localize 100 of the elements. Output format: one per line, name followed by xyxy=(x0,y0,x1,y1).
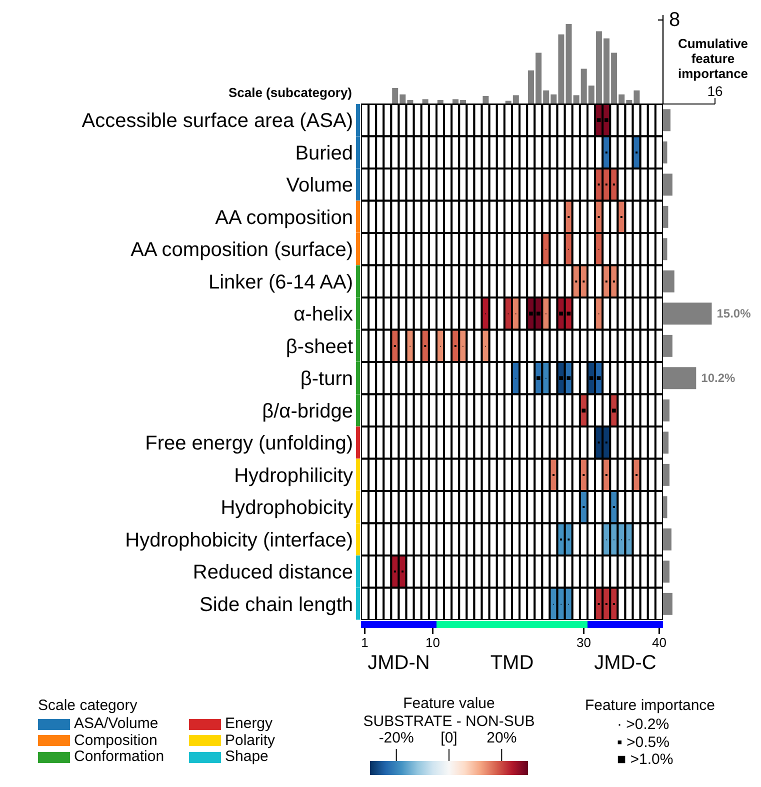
color-bar-label: 20% xyxy=(486,730,517,746)
y-tick-label: Buried xyxy=(295,142,353,164)
data-label: ▪ xyxy=(597,212,600,222)
data-label: ▪ xyxy=(604,180,608,190)
data-label: ■ xyxy=(596,374,602,383)
y-tick-label: α-helix xyxy=(294,304,353,326)
data-label: · xyxy=(552,599,555,608)
y-tick-label: AA composition xyxy=(215,206,353,229)
data-label: · xyxy=(567,599,570,608)
x-tick-label: 30 xyxy=(576,635,591,650)
y-tick-label: Free energy (unfolding) xyxy=(145,432,353,455)
data-label: · xyxy=(484,309,487,318)
data-label: ▪ xyxy=(597,599,600,608)
data-label: ▪ xyxy=(612,599,616,608)
legend-label: Conformation xyxy=(74,748,164,765)
data-label: 10.2% xyxy=(701,371,736,386)
data-label: 15.0% xyxy=(716,306,752,321)
data-label: ▪ xyxy=(604,438,608,448)
data-label: ▪ xyxy=(612,180,616,190)
data-label: · xyxy=(597,309,600,318)
data-label: ▪ xyxy=(424,341,427,350)
legend-label: Polarity xyxy=(225,732,276,748)
legend-label: ASA/Volume xyxy=(74,715,158,732)
data-label: · xyxy=(514,309,518,318)
data-label: · xyxy=(438,341,442,350)
data-label: ▪ xyxy=(574,276,578,286)
bar xyxy=(422,99,428,104)
y-tick-label: β/α-bridge xyxy=(262,400,353,422)
data-label: · xyxy=(462,341,464,350)
data-label: · xyxy=(612,534,616,544)
text: SUBSTRATE - NON-SUB xyxy=(363,712,535,730)
data-label: · xyxy=(567,244,570,254)
data-label: ▪ xyxy=(582,470,586,480)
legend-title: Scale category xyxy=(38,697,138,714)
data-label: ■ xyxy=(558,309,564,318)
x-tick-label: 10 xyxy=(425,635,440,650)
data-label: ▪ xyxy=(394,341,397,350)
y-tick-label: Linker (6-14 AA) xyxy=(208,271,353,294)
data-label: ▪ xyxy=(604,470,608,480)
data-label: ▪ xyxy=(604,276,608,286)
data-label: ▪ xyxy=(597,180,600,190)
text: JMD-C xyxy=(594,652,656,674)
y-tick-label: Hydrophilicity xyxy=(234,464,353,487)
data-label: · xyxy=(605,534,608,544)
data-label: · xyxy=(544,374,548,383)
data-label: ▪ xyxy=(597,438,600,448)
data-label: ■ xyxy=(612,406,617,415)
text: 8 xyxy=(669,9,680,31)
color-bar-label: -20% xyxy=(378,730,414,746)
data-label: ▪ xyxy=(401,567,404,576)
data-label: ■ xyxy=(604,116,609,125)
text: ▪ >0.5% xyxy=(617,734,670,750)
data-label: · xyxy=(620,534,623,544)
x-axis-title: Cumulative feature importance xyxy=(676,36,750,81)
data-label: ▪ xyxy=(612,276,616,286)
data-label: ▪ xyxy=(582,276,586,286)
data-label: ■ xyxy=(596,116,602,125)
x-tick-label: 1 xyxy=(361,635,368,650)
legend-label: Energy xyxy=(225,715,273,732)
data-label: ■ xyxy=(558,374,564,383)
data-label: ■ xyxy=(528,309,534,318)
text: Feature importance xyxy=(584,697,716,715)
y-axis-title: Scale (subcategory) xyxy=(228,84,352,100)
bar xyxy=(482,96,489,104)
data-label: ▪ xyxy=(604,599,608,608)
data-label: ▪ xyxy=(567,212,570,222)
data-label: ▪ xyxy=(635,148,638,157)
legend-label: Composition xyxy=(74,732,158,748)
data-label: · xyxy=(408,341,412,350)
data-label: ■ xyxy=(566,374,572,383)
y-tick-label: AA composition (surface) xyxy=(130,239,353,262)
data-label: ▪ xyxy=(620,212,624,222)
text: TMD xyxy=(490,652,534,674)
color-bar-label: [0] xyxy=(440,730,458,746)
data-label: · xyxy=(544,244,548,254)
data-label: ▪ xyxy=(454,341,457,350)
data-label: ■ xyxy=(588,374,594,383)
data-label: · xyxy=(506,309,510,318)
data-label: ▪ xyxy=(560,534,563,544)
y-tick-label: Accessible surface area (ASA) xyxy=(82,110,353,132)
data-label: ■ xyxy=(536,309,542,318)
x-tick-label: 40 xyxy=(652,635,666,650)
data-label: ▪ xyxy=(394,567,397,576)
data-label: · xyxy=(628,534,630,544)
data-label: · xyxy=(544,309,548,318)
color-bar-title: Feature value xyxy=(403,694,495,712)
data-label: ■ xyxy=(536,374,542,383)
y-tick-label: Side chain length xyxy=(200,594,353,616)
data-label: · xyxy=(484,341,487,350)
y-tick-label: Hydrophobicity (interface) xyxy=(125,529,353,552)
text: JMD-N xyxy=(368,652,430,674)
text: · >0.2% xyxy=(617,716,670,733)
y-tick-label: β-sheet xyxy=(286,336,354,358)
data-label: ▪ xyxy=(635,470,638,480)
data-label: ▪ xyxy=(582,502,586,512)
data-label: ▪ xyxy=(567,534,570,544)
data-label: ▪ xyxy=(612,502,616,512)
data-label: · xyxy=(597,244,600,254)
data-label: ▪ xyxy=(604,148,608,157)
data-label: · xyxy=(560,599,562,608)
